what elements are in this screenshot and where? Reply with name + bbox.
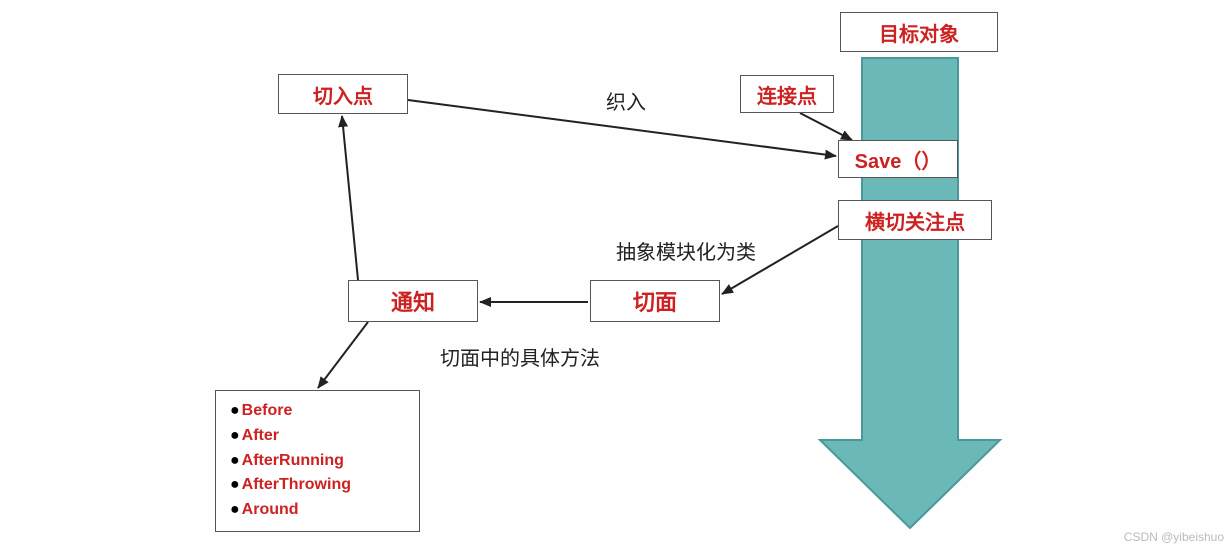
label-concrete: 切面中的具体方法: [440, 342, 600, 371]
node-advice-list: ●Before ●After ●AfterRunning ●AfterThrow…: [215, 390, 420, 532]
edge-advice-pointcut: [342, 116, 358, 280]
label-abstract: 抽象模块化为类: [616, 236, 756, 265]
label-weave: 织入: [606, 86, 646, 115]
list-item: ●AfterThrowing: [230, 473, 405, 498]
flow-arrow-svg: [0, 0, 1230, 548]
node-aspect-label: 切面: [633, 285, 677, 317]
node-joinpoint: 连接点: [740, 75, 834, 113]
edge-joinpoint-save: [800, 113, 852, 140]
list-item: ●Before: [230, 399, 405, 424]
node-target: 目标对象: [840, 12, 998, 52]
node-aspect: 切面: [590, 280, 720, 322]
node-advice-label: 通知: [391, 285, 435, 317]
watermark: CSDN @yibeishuo: [1124, 530, 1224, 544]
list-item: ●AfterRunning: [230, 449, 405, 474]
node-target-label: 目标对象: [879, 18, 959, 47]
node-pointcut-label: 切入点: [313, 80, 373, 109]
node-advice: 通知: [348, 280, 478, 322]
node-crosscut-label: 横切关注点: [865, 206, 965, 235]
edge-advice-list: [318, 322, 368, 388]
node-joinpoint-label: 连接点: [757, 80, 817, 109]
node-save: Save（）: [838, 140, 958, 178]
list-item: ●Around: [230, 498, 405, 523]
node-pointcut: 切入点: [278, 74, 408, 114]
big-arrow-icon: [820, 58, 1000, 528]
node-save-label: Save（）: [855, 145, 942, 174]
node-crosscut: 横切关注点: [838, 200, 992, 240]
list-item: ●After: [230, 424, 405, 449]
